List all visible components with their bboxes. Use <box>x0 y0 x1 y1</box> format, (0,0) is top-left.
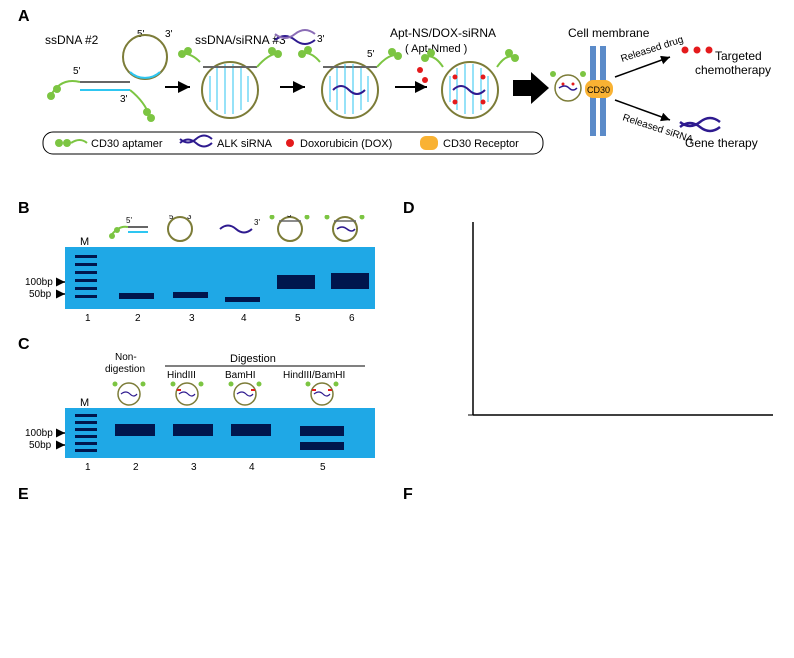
panel-a: ssDNA #2 5' 3' 5' 3' ssDNA/siRNA #3 <box>25 22 783 192</box>
M: M <box>80 236 89 248</box>
nondig: Non- <box>115 352 137 363</box>
svg-text:3': 3' <box>254 218 260 227</box>
marker100: 100bp <box>25 277 53 288</box>
svg-text:5': 5' <box>126 216 132 225</box>
five: 5' <box>367 49 375 60</box>
lane: 3 <box>191 462 197 473</box>
marker50c: 50bp <box>29 440 52 451</box>
enz3: HindIII/BamHI <box>283 370 345 381</box>
lane-num: 6 <box>349 313 355 324</box>
lane-num: 1 <box>85 313 91 324</box>
lane-num: 4 <box>241 313 247 324</box>
five: 5' <box>73 66 81 77</box>
chemo: chemotherapy <box>695 63 771 77</box>
labeltext: ( Apt-Nmed ) <box>405 43 467 55</box>
lane: 5 <box>320 462 326 473</box>
legend-apt: CD30 aptamer <box>91 138 163 150</box>
digestion: Digestion <box>230 353 276 365</box>
svg-text:5': 5' <box>287 215 293 219</box>
panel-e <box>28 498 393 653</box>
lane-num: 3 <box>189 313 195 324</box>
panel-f <box>413 498 783 653</box>
labeltext: Apt-NS/DOX-siRNA <box>390 26 496 40</box>
gene-therapy: Gene therapy <box>685 136 758 150</box>
marker100c: 100bp <box>25 428 53 439</box>
three: 3' <box>120 94 128 105</box>
legend-dox: Doxorubicin (DOX) <box>300 138 392 150</box>
legend-sirna: ALK siRNA <box>217 138 273 150</box>
panel-c: Non- digestion Digestion HindIII BamHI H… <box>25 350 385 475</box>
panel-f-label: F <box>403 486 413 504</box>
lane-num: 2 <box>135 313 141 324</box>
enz2: BamHI <box>225 370 256 381</box>
released-sirna: Released siRNA <box>621 112 694 145</box>
panel-b: 5' 5' 3' 3' 5' 100bp 50bp M 1 2 3 4 5 6 <box>25 215 385 330</box>
hatch <box>210 64 248 114</box>
svg-text:3': 3' <box>187 215 193 221</box>
five-three: 3' <box>165 29 173 40</box>
lane: 2 <box>133 462 139 473</box>
nondig2: digestion <box>105 364 145 375</box>
labeltext: ssDNA #2 <box>45 33 99 47</box>
legend-cd30: CD30 Receptor <box>443 138 519 150</box>
cell-membrane-label: Cell membrane <box>568 26 650 40</box>
lane: 1 <box>85 462 91 473</box>
enz1: HindIII <box>167 370 196 381</box>
lane-num: 5 <box>295 313 301 324</box>
cd30: CD30 <box>587 85 610 95</box>
labeltext: ssDNA/siRNA #3 <box>195 33 286 47</box>
targeted: Targeted <box>715 49 762 63</box>
svg-text:5': 5' <box>169 215 175 221</box>
three: 3' <box>317 34 325 45</box>
lane: 4 <box>249 462 255 473</box>
panel-a-svg: ssDNA #2 5' 3' 5' 3' ssDNA/siRNA #3 <box>25 22 783 192</box>
Mc: M <box>80 397 89 409</box>
marker50: 50bp <box>29 289 52 300</box>
panel-d <box>413 210 783 465</box>
